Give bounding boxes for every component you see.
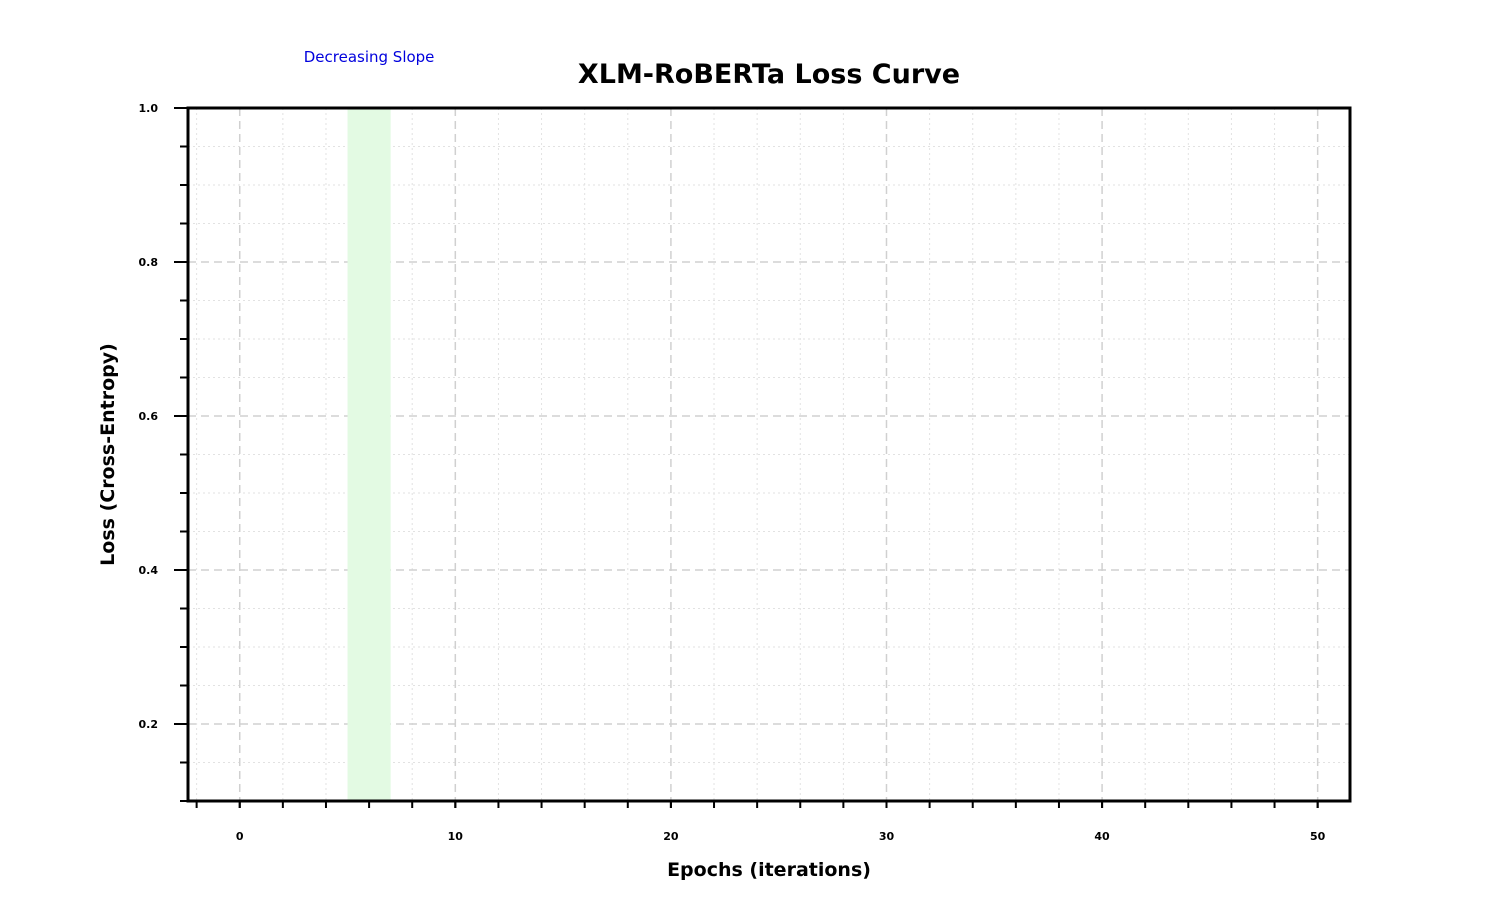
- x-tick-label: 20: [663, 830, 679, 843]
- x-axis-label: Epochs (iterations): [667, 859, 871, 881]
- chart-title: XLM-RoBERTa Loss Curve: [578, 59, 960, 90]
- decreasing-slope-annotation: Decreasing Slope: [304, 48, 435, 66]
- x-tick-label: 50: [1310, 830, 1326, 843]
- y-axis-label: Loss (Cross-Entropy): [97, 343, 119, 566]
- x-tick-label: 40: [1094, 830, 1110, 843]
- highlight-span-layer: [347, 108, 391, 801]
- x-tick-label: 0: [236, 830, 244, 843]
- x-tick-label: 10: [448, 830, 464, 843]
- y-tick-label: 1.0: [139, 102, 159, 115]
- y-tick-label: 0.8: [139, 256, 159, 269]
- x-tick-label: 30: [879, 830, 895, 843]
- y-tick-label: 0.2: [139, 718, 159, 731]
- y-tick-label: 0.4: [139, 564, 159, 577]
- highlight-span: [347, 108, 391, 801]
- grid-lines: [188, 107, 1350, 802]
- y-tick-label: 0.6: [139, 410, 159, 423]
- axis-ticks: 0 10 20 30 40 50 0.2 0.4 0.6 0.8 1.0: [139, 102, 1326, 843]
